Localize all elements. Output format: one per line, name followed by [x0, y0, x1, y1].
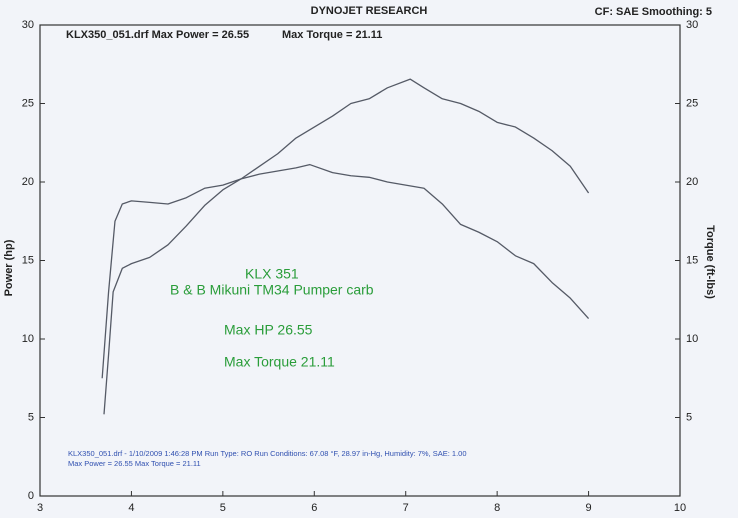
y2-tick-label: 5 [686, 411, 692, 423]
footer-note: Max Power = 26.55 Max Torque = 21.11 [68, 459, 201, 468]
annotation: Max HP 26.55 [224, 322, 313, 338]
x-tick-label: 4 [128, 502, 134, 514]
y-tick-label: 25 [22, 97, 34, 109]
series-line [103, 78, 590, 415]
header-right: CF: SAE Smoothing: 5 [595, 6, 712, 18]
y-tick-label: 20 [22, 176, 34, 188]
y-axis-label: Power (hp) [3, 239, 15, 296]
y2-tick-label: 10 [686, 333, 698, 345]
y-tick-label: 5 [28, 411, 34, 423]
annotation: KLX 351 [245, 266, 299, 282]
annotation: Max Torque 21.11 [224, 354, 335, 370]
y2-axis-label: Torque (ft-lbs) [704, 225, 716, 299]
annotation: B & B Mikuni TM34 Pumper carb [170, 282, 374, 298]
y-tick-label: 15 [22, 254, 34, 266]
x-tick-label: 7 [403, 502, 409, 514]
x-tick-label: 3 [37, 502, 43, 514]
chart-title: DYNOJET RESEARCH [311, 5, 428, 17]
y2-tick-label: 30 [686, 19, 698, 31]
x-tick-label: 9 [586, 502, 592, 514]
footer-note: KLX350_051.drf - 1/10/2009 1:46:28 PM Ru… [68, 449, 467, 458]
x-tick-label: 6 [311, 502, 317, 514]
x-tick-label: 10 [674, 502, 686, 514]
header-note: Max Torque = 21.11 [282, 29, 382, 41]
y-tick-label: 10 [22, 333, 34, 345]
y2-tick-label: 25 [686, 97, 698, 109]
header-note: KLX350_051.drf Max Power = 26.55 [66, 29, 249, 41]
x-tick-label: 5 [220, 502, 226, 514]
y-tick-label: 0 [28, 490, 34, 502]
y-tick-label: 30 [22, 19, 34, 31]
y2-tick-label: 15 [686, 254, 698, 266]
y2-tick-label: 20 [686, 176, 698, 188]
series-line [101, 163, 590, 379]
x-tick-label: 8 [494, 502, 500, 514]
